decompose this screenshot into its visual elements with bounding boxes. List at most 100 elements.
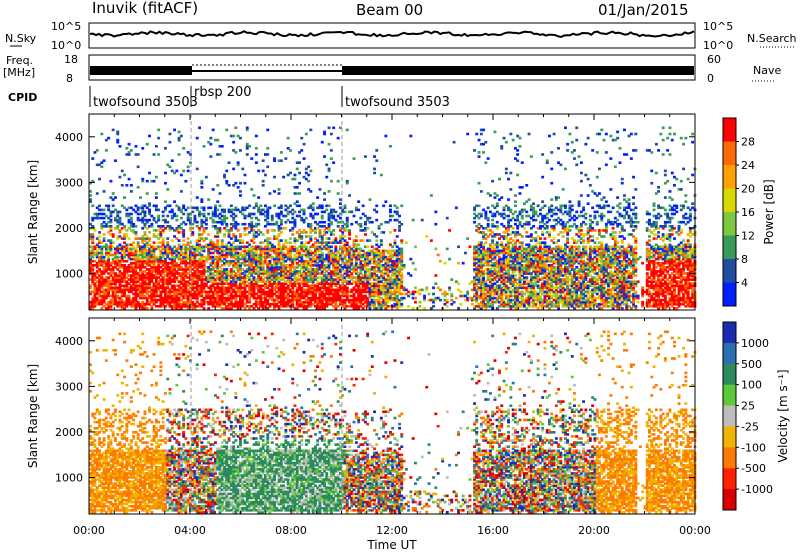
data-cell <box>114 247 117 251</box>
data-cell <box>116 261 120 265</box>
data-cell <box>120 222 124 226</box>
data-cell <box>320 214 324 218</box>
data-cell <box>111 288 115 292</box>
data-cell <box>116 227 120 230</box>
data-cell <box>109 294 113 298</box>
data-cell <box>204 237 208 240</box>
data-cell <box>350 210 354 214</box>
data-cell <box>104 138 108 142</box>
data-cell <box>102 290 106 294</box>
data-cell <box>120 227 124 230</box>
data-cell <box>107 204 111 208</box>
data-cell <box>127 290 131 294</box>
data-cell <box>123 237 126 240</box>
data-cell <box>164 171 167 175</box>
data-cell <box>109 268 113 271</box>
data-cell <box>309 169 313 173</box>
data-cell <box>134 278 138 281</box>
data-cell <box>123 284 126 288</box>
data-cell <box>123 173 126 177</box>
data-cell <box>114 292 117 296</box>
data-cell <box>141 276 145 279</box>
data-cell <box>202 307 206 310</box>
data-cell <box>302 142 306 146</box>
data-cell <box>91 249 95 253</box>
data-cell <box>91 274 95 277</box>
data-cell <box>93 259 97 263</box>
data-cell <box>102 255 106 259</box>
data-cell <box>373 155 376 158</box>
data-cell <box>148 218 151 222</box>
data-cell <box>129 266 133 269</box>
data-cell <box>329 245 333 249</box>
data-cell <box>134 288 138 292</box>
data-cell <box>116 210 120 214</box>
data-cell <box>120 169 124 173</box>
data-cell <box>143 288 147 292</box>
data-cell <box>102 257 106 261</box>
data-cell <box>129 184 133 187</box>
data-cell <box>100 225 104 228</box>
data-cell <box>150 222 154 226</box>
data-cell <box>125 298 129 302</box>
data-cell <box>141 251 145 255</box>
data-cell <box>102 284 106 288</box>
data-cell <box>116 235 120 238</box>
data-cell <box>323 220 326 224</box>
data-cell <box>114 159 117 162</box>
data-cell <box>204 227 208 230</box>
data-cell <box>132 257 136 261</box>
data-cell <box>241 167 245 171</box>
data-cell <box>114 286 117 290</box>
data-cell <box>295 200 299 203</box>
data-cell <box>114 284 117 288</box>
data-cell <box>111 266 115 269</box>
data-cell <box>125 268 129 271</box>
data-cell <box>104 214 108 218</box>
data-cell <box>91 235 95 238</box>
data-cell <box>154 145 158 148</box>
data-cell <box>95 255 99 259</box>
data-cell <box>484 140 488 144</box>
data-cell <box>239 233 242 236</box>
data-cell <box>223 173 226 177</box>
data-cell <box>89 290 92 294</box>
data-cell <box>100 282 104 285</box>
data-cell <box>225 216 229 220</box>
data-cell <box>391 214 395 218</box>
data-cell <box>211 128 215 132</box>
data-cell <box>134 247 138 251</box>
data-cell <box>123 249 126 253</box>
data-cell <box>186 169 190 173</box>
data-cell <box>116 225 120 228</box>
data-cell <box>209 155 213 158</box>
data-cell <box>100 274 104 277</box>
data-cell <box>129 290 133 294</box>
data-cell <box>95 245 99 249</box>
freq-trace-band <box>90 66 694 75</box>
data-cell <box>102 288 106 292</box>
data-cell <box>320 251 324 255</box>
data-cell <box>414 245 417 249</box>
data-cell <box>139 274 142 277</box>
data-cell <box>134 231 138 234</box>
data-cell <box>111 286 115 290</box>
data-cell <box>379 222 383 226</box>
data-cell <box>118 282 122 285</box>
data-cell <box>482 128 485 132</box>
data-cell <box>93 264 97 267</box>
data-cell <box>89 190 92 193</box>
data-cell <box>218 227 222 230</box>
data-cell <box>139 245 142 249</box>
data-cell <box>448 229 451 232</box>
data-cell <box>129 206 133 210</box>
data-cell <box>400 247 404 251</box>
data-cell <box>107 266 111 269</box>
data-cell <box>95 290 99 294</box>
data-cell <box>125 296 129 300</box>
data-cell <box>102 278 106 281</box>
data-cell <box>427 292 431 296</box>
data-cell <box>127 253 131 257</box>
data-cell <box>354 235 358 238</box>
data-cell <box>141 237 145 240</box>
